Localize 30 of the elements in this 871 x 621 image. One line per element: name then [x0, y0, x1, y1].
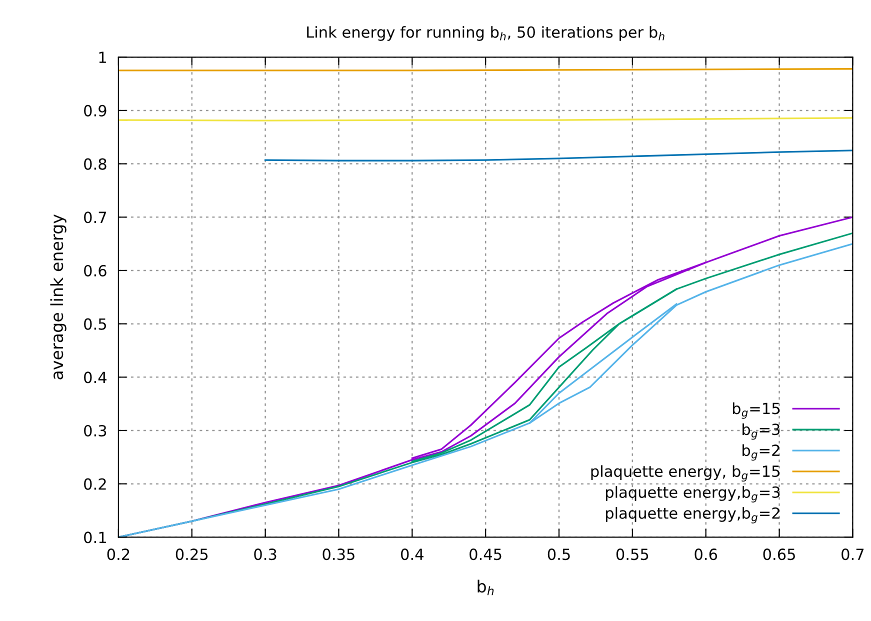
y-tick-label: 0.1 — [84, 532, 106, 544]
x-tick-label: 0.3 — [254, 548, 276, 560]
legend-label: b$_{g}$=15 — [732, 402, 780, 419]
x-axis-title: b$_{h}$ — [478, 580, 494, 596]
x-tick-label: 0.2 — [107, 548, 130, 560]
y-tick-label: 0.8 — [84, 158, 106, 170]
x-tick-label: 0.25 — [176, 548, 208, 560]
x-tick-label: 0.5 — [548, 548, 570, 560]
x-tick-label: 0.6 — [694, 548, 718, 560]
y-tick-label: 0.4 — [84, 372, 106, 384]
y-tick-label: 1 — [99, 52, 106, 63]
x-tick-label: 0.35 — [322, 548, 354, 560]
y-tick-label: 0.7 — [84, 212, 106, 224]
y-tick-label: 0.2 — [84, 478, 106, 490]
legend-label: plaquette energy,b$_{g}$=2 — [606, 507, 780, 524]
x-tick-label: 0.65 — [763, 548, 795, 560]
legend-label: plaquette energy, b$_{g}$=15 — [591, 465, 780, 482]
x-tick-label: 0.55 — [616, 548, 648, 560]
y-tick-label: 0.6 — [84, 264, 106, 276]
legend-label: plaquette energy,b$_{g}$=3 — [606, 486, 780, 502]
y-tick-label: 0.3 — [84, 424, 106, 437]
y-tick-label: 0.9 — [84, 104, 106, 116]
x-tick-label: 0.4 — [401, 548, 424, 560]
legend-label: b$_{g}$=2 — [742, 444, 780, 461]
chart-title: Link energy for running b$_{h}$, 50 iterations per b$_{h}$ — [307, 26, 664, 41]
y-axis-title: average link energy — [50, 214, 66, 380]
x-tick-label: 0.45 — [470, 548, 502, 560]
legend-label: b$_{g}$=3 — [742, 423, 780, 440]
y-tick-label: 0.5 — [84, 318, 106, 330]
x-tick-label: 0.7 — [842, 548, 864, 560]
